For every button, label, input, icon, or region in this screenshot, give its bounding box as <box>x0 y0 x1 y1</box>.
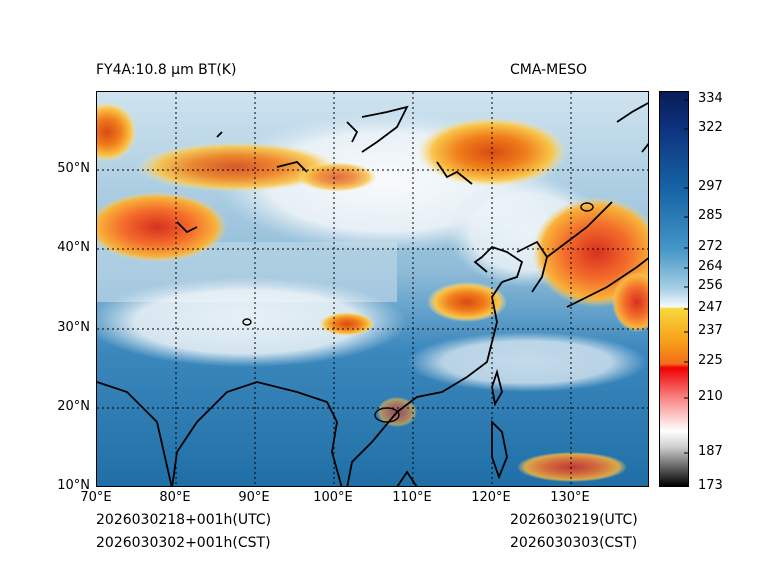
init-time-cst: 2026030302+001h(CST) <box>96 535 271 551</box>
lon-label-80e: 80°E <box>159 490 191 505</box>
cloud-cold-sichuan <box>319 312 375 336</box>
lon-label-100e: 100°E <box>313 490 353 505</box>
lon-label-90e: 90°E <box>238 490 270 505</box>
colorbar-tick-272: 272 <box>698 239 723 254</box>
lat-label-10n: 10°N <box>57 478 90 493</box>
valid-time-utc: 2026030219(UTC) <box>510 512 638 528</box>
cloud-white-east <box>407 332 647 392</box>
colorbar-tick-334: 334 <box>698 91 723 106</box>
graticule <box>97 92 648 486</box>
colorbar-tick-173: 173 <box>698 478 723 493</box>
lat-label-20n: 20°N <box>57 399 90 414</box>
lat-label-30n: 30°N <box>57 320 90 335</box>
cloud-cold-siberia <box>137 142 337 192</box>
valid-time-cst: 2026030303(CST) <box>510 535 638 551</box>
lon-label-70e: 70°E <box>80 490 112 505</box>
cloud-cold-japan <box>612 272 648 332</box>
lat-label-50n: 50°N <box>57 161 90 176</box>
colorbar-fill <box>660 92 688 486</box>
lat-label-40n: 40°N <box>57 240 90 255</box>
cloud-cold-central-asia <box>97 192 227 262</box>
colorbar-tick-237: 237 <box>698 323 723 338</box>
colorbar-tick-322: 322 <box>698 120 723 135</box>
colorbar-tick-marks <box>684 99 688 487</box>
map-canvas <box>97 92 648 486</box>
colorbar-tick-285: 285 <box>698 208 723 223</box>
init-time-utc: 2026030218+001h(UTC) <box>96 512 272 528</box>
model-label: CMA-MESO <box>510 62 588 78</box>
cloud-cold-yangtze <box>427 282 507 322</box>
colorbar-tick-297: 297 <box>698 179 723 194</box>
colorbar-tick-210: 210 <box>698 389 723 404</box>
cloud-cold-mongolia <box>297 162 377 192</box>
cloud-white-plateau <box>97 277 407 367</box>
colorbar-tick-256: 256 <box>698 278 723 293</box>
colorbar-gradient <box>660 92 688 487</box>
lon-label-110e: 110°E <box>392 490 432 505</box>
colorbar-tick-247: 247 <box>698 300 723 315</box>
cloud-cold-northwest <box>97 102 137 162</box>
colorbar-tick-225: 225 <box>698 353 723 368</box>
lon-label-120e: 120°E <box>471 490 511 505</box>
colorbar <box>659 91 689 487</box>
colorbar-tick-187: 187 <box>698 444 723 459</box>
colorbar-tick-264: 264 <box>698 259 723 274</box>
plot-title: FY4A:10.8 µm BT(K) <box>96 62 237 78</box>
cloud-cold-pacific <box>517 452 627 482</box>
lon-label-130e: 130°E <box>550 490 590 505</box>
satellite-map <box>96 91 649 487</box>
